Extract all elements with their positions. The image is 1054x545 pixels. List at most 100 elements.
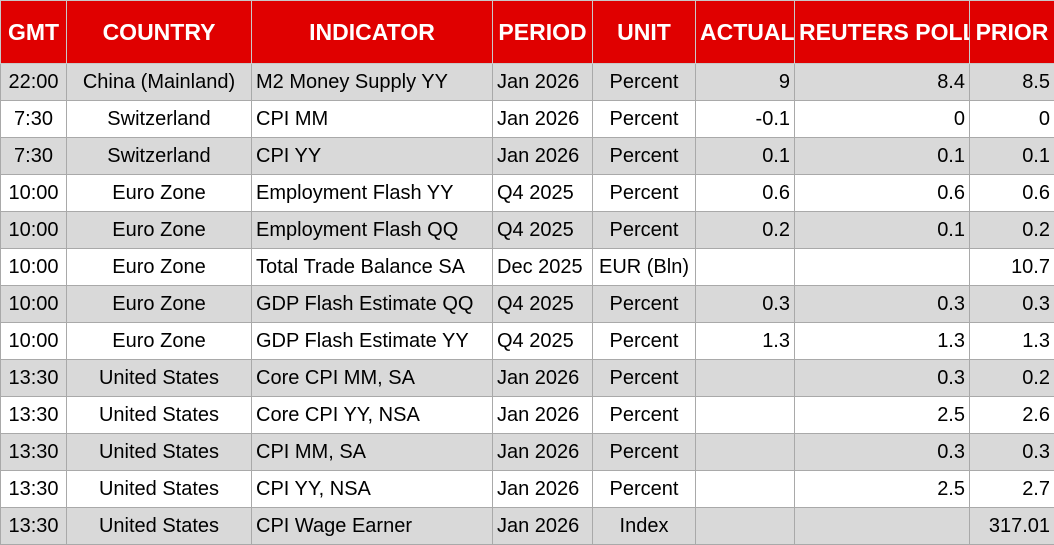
cell-country: Switzerland — [67, 138, 252, 175]
cell-indicator: M2 Money Supply YY — [252, 64, 493, 101]
cell-prior: 2.7 — [970, 471, 1054, 508]
header-period: PERIOD — [493, 1, 593, 64]
header-reuters-poll: REUTERS POLL — [795, 1, 970, 64]
cell-gmt: 13:30 — [1, 360, 67, 397]
cell-country: United States — [67, 434, 252, 471]
cell-period: Jan 2026 — [493, 64, 593, 101]
cell-actual: 1.3 — [696, 323, 795, 360]
cell-unit: Percent — [593, 101, 696, 138]
cell-actual: 0.2 — [696, 212, 795, 249]
cell-country: China (Mainland) — [67, 64, 252, 101]
cell-gmt: 13:30 — [1, 397, 67, 434]
cell-indicator: CPI MM — [252, 101, 493, 138]
cell-gmt: 7:30 — [1, 138, 67, 175]
cell-actual — [696, 360, 795, 397]
cell-period: Jan 2026 — [493, 434, 593, 471]
cell-indicator: CPI YY, NSA — [252, 471, 493, 508]
cell-actual — [696, 249, 795, 286]
cell-indicator: CPI Wage Earner — [252, 508, 493, 545]
header-country: COUNTRY — [67, 1, 252, 64]
cell-gmt: 13:30 — [1, 471, 67, 508]
cell-indicator: CPI YY — [252, 138, 493, 175]
cell-unit: Percent — [593, 360, 696, 397]
cell-prior: 2.6 — [970, 397, 1054, 434]
cell-unit: Percent — [593, 175, 696, 212]
cell-gmt: 13:30 — [1, 434, 67, 471]
cell-actual: 0.6 — [696, 175, 795, 212]
cell-indicator: GDP Flash Estimate YY — [252, 323, 493, 360]
header-indicator: INDICATOR — [252, 1, 493, 64]
cell-reuters-poll: 0.1 — [795, 138, 970, 175]
cell-period: Q4 2025 — [493, 212, 593, 249]
cell-reuters-poll: 2.5 — [795, 471, 970, 508]
cell-gmt: 22:00 — [1, 64, 67, 101]
cell-indicator: CPI MM, SA — [252, 434, 493, 471]
cell-country: United States — [67, 397, 252, 434]
cell-actual — [696, 434, 795, 471]
header-gmt: GMT — [1, 1, 67, 64]
cell-unit: Percent — [593, 434, 696, 471]
cell-period: Jan 2026 — [493, 360, 593, 397]
cell-indicator: Employment Flash YY — [252, 175, 493, 212]
cell-reuters-poll: 2.5 — [795, 397, 970, 434]
cell-gmt: 10:00 — [1, 212, 67, 249]
header-actual: ACTUAL — [696, 1, 795, 64]
cell-prior: 0.2 — [970, 360, 1054, 397]
cell-indicator: Total Trade Balance SA — [252, 249, 493, 286]
cell-period: Jan 2026 — [493, 508, 593, 545]
cell-country: Euro Zone — [67, 286, 252, 323]
cell-unit: Percent — [593, 64, 696, 101]
cell-reuters-poll: 8.4 — [795, 64, 970, 101]
cell-country: United States — [67, 471, 252, 508]
cell-prior: 0.1 — [970, 138, 1054, 175]
cell-gmt: 10:00 — [1, 286, 67, 323]
cell-period: Jan 2026 — [493, 138, 593, 175]
cell-gmt: 13:30 — [1, 508, 67, 545]
cell-unit: Percent — [593, 286, 696, 323]
cell-unit: Percent — [593, 212, 696, 249]
cell-unit: Percent — [593, 138, 696, 175]
cell-actual: 9 — [696, 64, 795, 101]
cell-reuters-poll: 0.1 — [795, 212, 970, 249]
cell-reuters-poll: 0.3 — [795, 434, 970, 471]
cell-period: Q4 2025 — [493, 286, 593, 323]
cell-prior: 317.01 — [970, 508, 1054, 545]
cell-gmt: 10:00 — [1, 175, 67, 212]
cell-prior: 0.3 — [970, 286, 1054, 323]
cell-prior: 8.5 — [970, 64, 1054, 101]
cell-indicator: Core CPI MM, SA — [252, 360, 493, 397]
cell-country: United States — [67, 360, 252, 397]
cell-actual: 0.1 — [696, 138, 795, 175]
cell-period: Jan 2026 — [493, 471, 593, 508]
cell-unit: Index — [593, 508, 696, 545]
cell-gmt: 7:30 — [1, 101, 67, 138]
cell-period: Jan 2026 — [493, 397, 593, 434]
cell-actual — [696, 471, 795, 508]
cell-gmt: 10:00 — [1, 323, 67, 360]
cell-period: Q4 2025 — [493, 175, 593, 212]
cell-country: Euro Zone — [67, 249, 252, 286]
cell-unit: EUR (Bln) — [593, 249, 696, 286]
cell-reuters-poll: 0.6 — [795, 175, 970, 212]
cell-actual: 0.3 — [696, 286, 795, 323]
cell-prior: 0 — [970, 101, 1054, 138]
cell-gmt: 10:00 — [1, 249, 67, 286]
cell-actual — [696, 397, 795, 434]
cell-period: Dec 2025 — [493, 249, 593, 286]
cell-actual: -0.1 — [696, 101, 795, 138]
cell-country: Euro Zone — [67, 323, 252, 360]
cell-reuters-poll: 0 — [795, 101, 970, 138]
cell-indicator: Employment Flash QQ — [252, 212, 493, 249]
